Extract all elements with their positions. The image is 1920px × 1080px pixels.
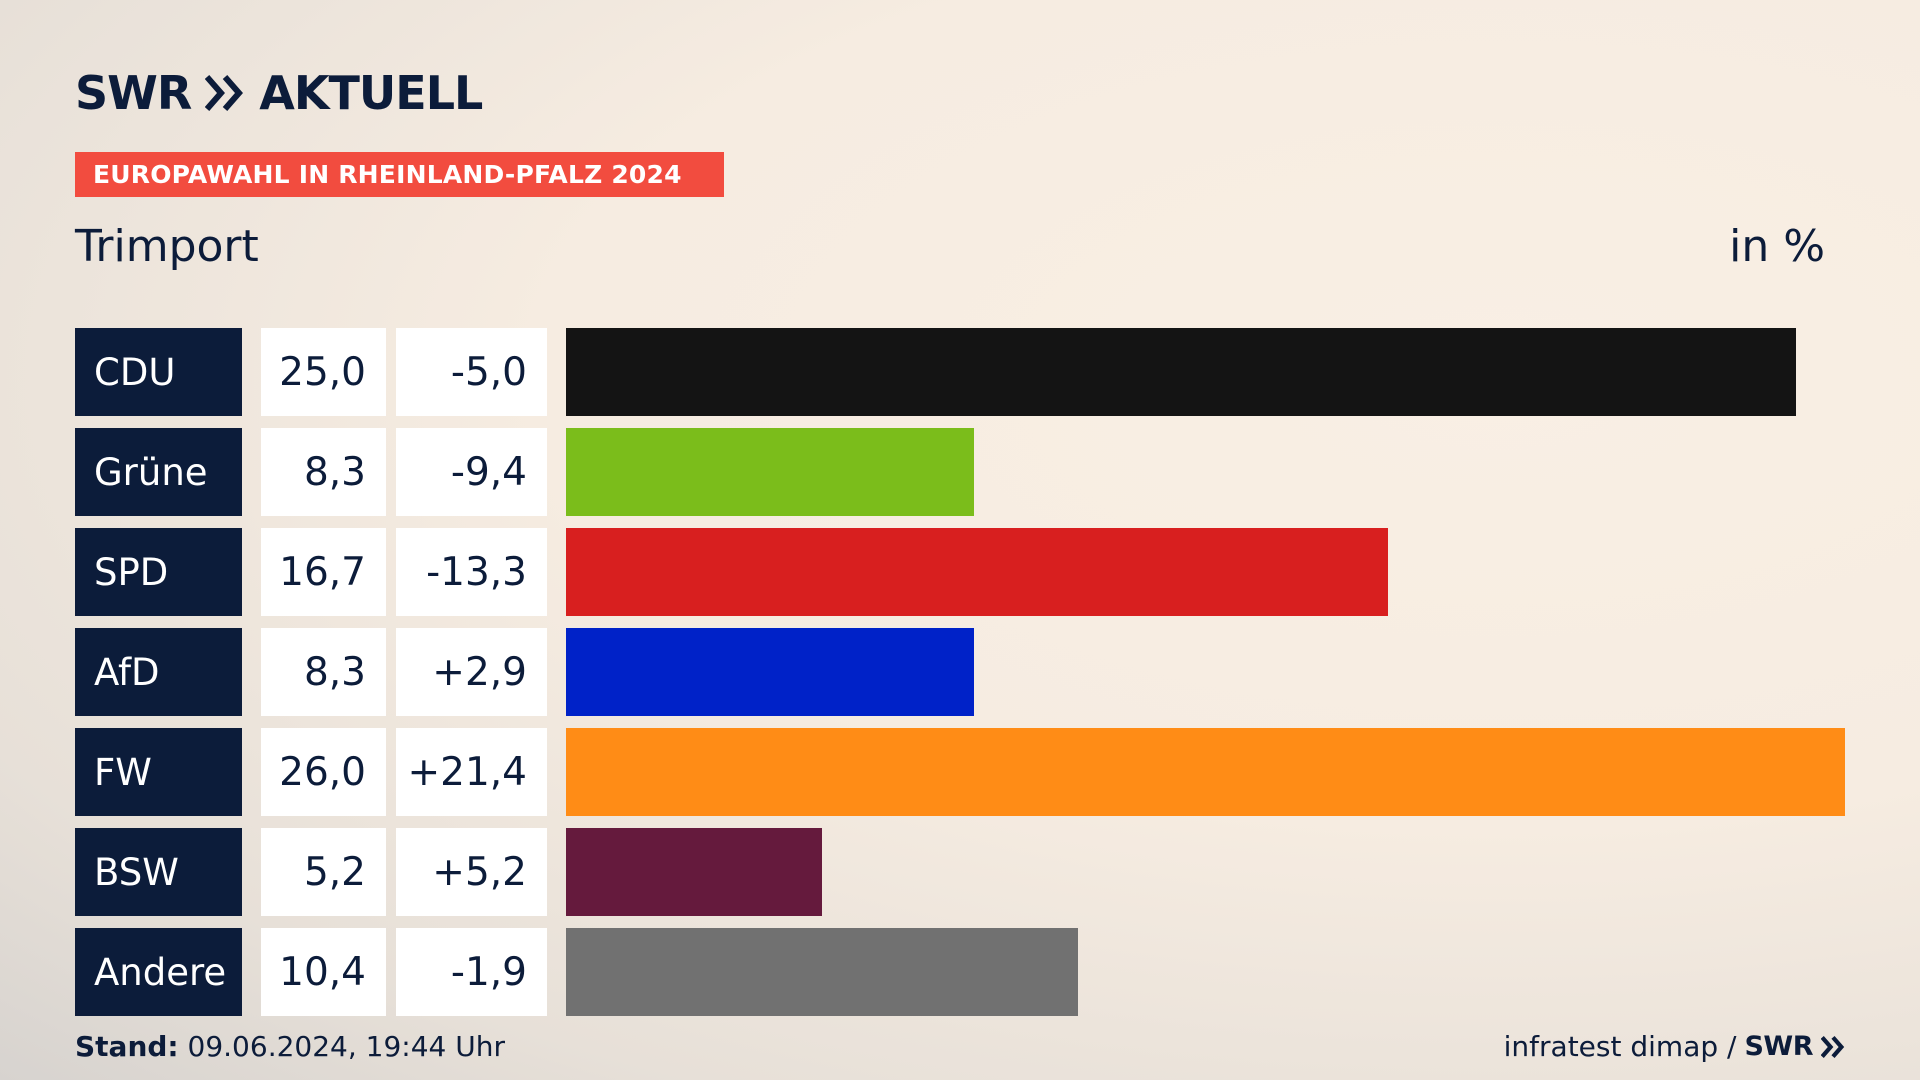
party-label: AfD (75, 628, 242, 716)
stand-value: 09.06.2024, 19:44 Uhr (187, 1030, 505, 1063)
bar-row: SPD 16,7 -13,3 (75, 528, 1845, 616)
value-label: 26,0 (261, 728, 386, 816)
diff-label: -5,0 (396, 328, 547, 416)
value-label: 8,3 (261, 428, 386, 516)
bar-row: BSW 5,2 +5,2 (75, 828, 1845, 916)
bar (566, 728, 1845, 816)
value-label: 25,0 (261, 328, 386, 416)
double-chevron-right-icon (205, 75, 244, 111)
stand-label: Stand: (75, 1030, 179, 1063)
bar-row: Grüne 8,3 -9,4 (75, 428, 1845, 516)
swr-aktuell-logo: SWR AKTUELL (75, 66, 483, 120)
diff-label: -1,9 (396, 928, 547, 1016)
brand-name: SWR (75, 66, 192, 120)
source-credit: infratest dimap / SWR (1504, 1030, 1845, 1063)
diff-label: +2,9 (396, 628, 547, 716)
diff-label: +21,4 (396, 728, 547, 816)
bar (566, 428, 974, 516)
bar (566, 528, 1388, 616)
source-brand: SWR (1744, 1031, 1813, 1062)
party-label: SPD (75, 528, 242, 616)
bar-row: Andere 10,4 -1,9 (75, 928, 1845, 1016)
unit-label: in % (1729, 221, 1825, 272)
bar (566, 928, 1078, 1016)
party-label: BSW (75, 828, 242, 916)
election-badge: EUROPAWAHL IN RHEINLAND-PFALZ 2024 (75, 152, 724, 197)
diff-label: -9,4 (396, 428, 547, 516)
value-label: 10,4 (261, 928, 386, 1016)
party-label: CDU (75, 328, 242, 416)
value-label: 8,3 (261, 628, 386, 716)
value-label: 5,2 (261, 828, 386, 916)
bar (566, 328, 1796, 416)
diff-label: +5,2 (396, 828, 547, 916)
value-label: 16,7 (261, 528, 386, 616)
bar-row: FW 26,0 +21,4 (75, 728, 1845, 816)
double-chevron-right-icon (1821, 1035, 1845, 1058)
bar-row: AfD 8,3 +2,9 (75, 628, 1845, 716)
party-label: FW (75, 728, 242, 816)
timestamp: Stand: 09.06.2024, 19:44 Uhr (75, 1030, 505, 1063)
brand-section: AKTUELL (259, 66, 483, 120)
party-label: Grüne (75, 428, 242, 516)
chart-subtitle: Trimport (75, 221, 259, 272)
bar (566, 828, 822, 916)
diff-label: -13,3 (396, 528, 547, 616)
bar (566, 628, 974, 716)
source-text: infratest dimap / (1503, 1030, 1737, 1063)
bar-row: CDU 25,0 -5,0 (75, 328, 1845, 416)
party-label: Andere (75, 928, 242, 1016)
